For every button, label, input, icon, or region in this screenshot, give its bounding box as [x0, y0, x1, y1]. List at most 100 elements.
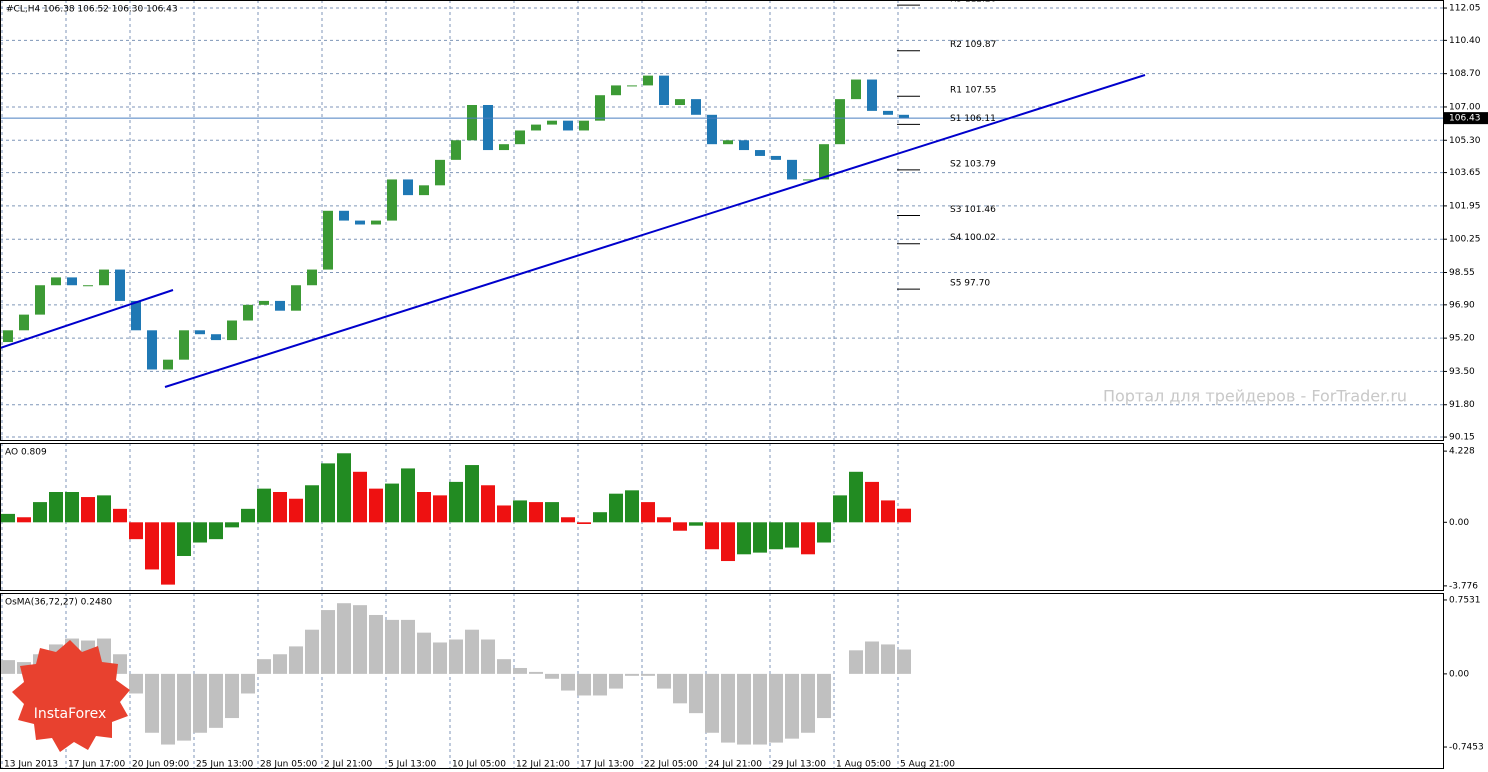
candle — [275, 300, 285, 311]
trend-line — [164, 74, 1146, 388]
histogram-bar — [241, 673, 255, 694]
histogram-bar — [161, 673, 175, 745]
histogram-bar — [577, 673, 591, 696]
histogram-bar — [801, 522, 815, 555]
y-tick-label: 0.00 — [1449, 669, 1469, 679]
histogram-bar — [385, 619, 399, 674]
candle — [163, 359, 173, 370]
histogram-bar — [673, 673, 687, 704]
histogram-bar — [289, 498, 303, 523]
candle — [851, 79, 861, 100]
candle — [531, 124, 541, 131]
y-tick-label: 0.7531 — [1449, 595, 1481, 605]
histogram-bar — [721, 522, 735, 562]
candle — [579, 120, 589, 131]
histogram-bar — [529, 502, 543, 523]
y-tick-label: 107.00 — [1449, 102, 1481, 112]
candle — [467, 105, 477, 141]
pivot-label: R1 107.55 — [950, 86, 996, 96]
candle — [451, 140, 461, 160]
histogram-bar — [225, 673, 239, 719]
histogram-bar — [177, 673, 191, 741]
candle — [435, 159, 445, 186]
histogram-bar — [337, 453, 351, 523]
candle — [83, 285, 93, 287]
candle — [19, 314, 29, 331]
histogram-bar — [353, 471, 367, 523]
histogram-bar — [705, 522, 719, 550]
histogram-bar — [689, 673, 703, 714]
candle — [355, 220, 365, 225]
y-tick-label: 103.65 — [1449, 168, 1481, 178]
y-tick-label: 90.15 — [1449, 433, 1475, 443]
candle — [195, 330, 205, 335]
histogram-bar — [49, 492, 63, 523]
histogram-bar — [545, 673, 559, 679]
histogram-bar — [561, 673, 575, 691]
histogram-bar — [849, 471, 863, 523]
last-price-label: 106.43 — [1449, 114, 1481, 124]
histogram-bar — [865, 481, 879, 523]
candle — [99, 269, 109, 286]
candle — [803, 179, 813, 181]
histogram-bar — [1, 660, 15, 674]
histogram-bar — [721, 673, 735, 743]
y-tick-label: 4.228 — [1449, 447, 1475, 457]
candle — [211, 334, 221, 341]
candle — [771, 155, 781, 160]
candle — [35, 285, 45, 315]
histogram-bar — [801, 673, 815, 733]
candle — [675, 99, 685, 106]
histogram-bar — [689, 522, 703, 526]
candle — [819, 144, 829, 180]
histogram-bar — [81, 497, 95, 523]
x-tick-label: 29 Jul 13:00 — [772, 760, 826, 770]
candle — [515, 130, 525, 145]
candle — [227, 320, 237, 341]
candle — [643, 75, 653, 86]
histogram-bar — [433, 495, 447, 523]
histogram-bar — [257, 488, 271, 523]
histogram-bar — [513, 500, 527, 523]
histogram-bar — [657, 517, 671, 523]
candle — [499, 144, 509, 151]
candle — [419, 185, 429, 196]
candle — [147, 330, 157, 370]
histogram-bar — [897, 508, 911, 523]
candle — [723, 140, 733, 145]
histogram-bar — [769, 522, 783, 550]
histogram-bar — [177, 522, 191, 556]
candle — [563, 120, 573, 131]
histogram-bar — [129, 522, 143, 540]
histogram-bar — [305, 629, 319, 674]
candle — [387, 179, 397, 221]
histogram-bar — [273, 492, 287, 523]
histogram-bar — [753, 522, 767, 553]
x-tick-label: 25 Jun 13:00 — [196, 760, 253, 770]
x-tick-label: 22 Jul 05:00 — [644, 760, 698, 770]
histogram-bar — [129, 673, 143, 694]
x-tick-label: 12 Jul 21:00 — [516, 760, 570, 770]
logo: InstaForex — [12, 640, 130, 752]
candle — [339, 210, 349, 221]
histogram-bar — [225, 522, 239, 528]
y-tick-label: 95.20 — [1449, 334, 1475, 344]
candle — [371, 220, 381, 225]
x-tick-label: 28 Jun 05:00 — [260, 760, 317, 770]
candle — [179, 330, 189, 360]
histogram-bar — [257, 659, 271, 674]
histogram-bar — [513, 667, 527, 674]
logo-badge — [12, 640, 130, 752]
y-tick-label: 110.40 — [1449, 36, 1481, 46]
y-tick-label: 0.00 — [1449, 518, 1469, 528]
x-tick-label: 10 Jul 05:00 — [452, 760, 506, 770]
histogram-bar — [305, 485, 319, 523]
histogram-bar — [833, 495, 847, 523]
candle — [3, 330, 13, 343]
candle — [707, 114, 717, 145]
panel-title: AO 0.809 — [5, 448, 47, 458]
histogram-bar — [529, 671, 543, 674]
y-tick-label: 91.80 — [1449, 400, 1475, 410]
x-tick-label: 17 Jul 13:00 — [580, 760, 634, 770]
